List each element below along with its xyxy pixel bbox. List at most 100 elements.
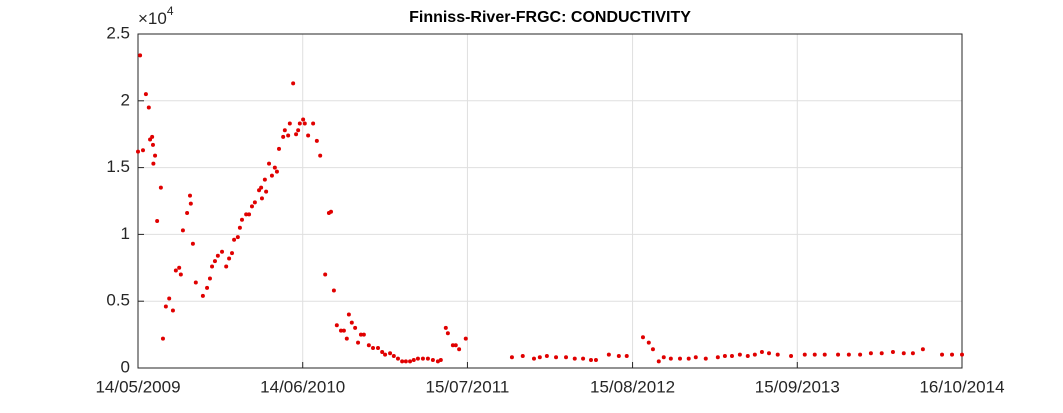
point (353, 325, 358, 330)
point (264, 189, 269, 194)
point (722, 353, 727, 358)
point (531, 356, 536, 361)
point (158, 185, 163, 190)
point (155, 219, 160, 224)
point (686, 356, 691, 361)
point (210, 264, 215, 269)
point (661, 355, 666, 360)
point (445, 331, 450, 336)
point (457, 347, 462, 352)
point (227, 256, 232, 261)
point (138, 53, 143, 58)
point (296, 128, 301, 133)
point (520, 353, 525, 358)
point (380, 349, 385, 354)
point (291, 81, 296, 86)
point (789, 353, 794, 358)
point (846, 352, 851, 357)
point (237, 225, 242, 230)
point (318, 153, 323, 158)
point (668, 356, 673, 361)
point (329, 209, 334, 214)
point (143, 92, 148, 97)
point (212, 259, 217, 264)
x-tick-label: 16/10/2014 (919, 377, 1004, 396)
point (802, 352, 807, 357)
point (302, 121, 307, 126)
point (752, 352, 757, 357)
point (554, 355, 559, 360)
point (745, 353, 750, 358)
point (822, 352, 827, 357)
point (205, 285, 210, 290)
point (287, 121, 292, 126)
point (272, 165, 277, 170)
point (252, 200, 257, 205)
point (193, 280, 198, 285)
point (349, 320, 354, 325)
point (230, 251, 235, 256)
point (311, 121, 316, 126)
point (356, 340, 361, 345)
point (420, 356, 425, 361)
point (344, 336, 349, 341)
point (244, 212, 249, 217)
point (136, 149, 140, 154)
point (656, 359, 661, 364)
point (294, 132, 299, 137)
point (400, 359, 405, 364)
point (588, 357, 593, 362)
point (215, 253, 220, 258)
point (677, 356, 682, 361)
point (200, 293, 205, 298)
y-multiplier-base: ×10 (138, 9, 167, 28)
point (920, 347, 925, 352)
point (650, 347, 655, 352)
point (425, 356, 430, 361)
point (297, 121, 302, 126)
point (286, 133, 291, 138)
point (572, 356, 577, 361)
point (239, 217, 244, 222)
point (247, 212, 252, 217)
point (259, 196, 264, 201)
point (358, 332, 363, 337)
point (331, 288, 336, 293)
point (269, 173, 274, 178)
point (146, 105, 151, 110)
y-tick-label: 1.5 (106, 157, 130, 176)
point (960, 352, 964, 357)
point (334, 323, 339, 328)
point (879, 351, 884, 356)
x-tick-label: 15/09/2013 (755, 377, 840, 396)
point (282, 128, 287, 133)
x-tick-label: 14/06/2010 (260, 377, 345, 396)
point (376, 345, 381, 350)
x-tick-label: 15/07/2011 (426, 377, 510, 396)
plot-frame (137, 33, 963, 369)
point (759, 349, 764, 354)
point (323, 272, 328, 277)
y-tick-label: 0 (121, 357, 130, 376)
point (140, 148, 145, 153)
point (371, 345, 376, 350)
y-tick-label: 2.5 (106, 23, 130, 42)
point (180, 228, 185, 233)
x-tick-label: 15/08/2012 (590, 377, 675, 396)
point (950, 352, 955, 357)
point (170, 308, 175, 313)
point (267, 161, 272, 166)
point (163, 304, 168, 309)
point (207, 276, 212, 281)
point (403, 359, 408, 364)
point (391, 353, 396, 358)
point (150, 142, 155, 147)
point (177, 265, 182, 270)
point (383, 352, 388, 357)
point (453, 343, 458, 348)
point (395, 356, 400, 361)
point (646, 340, 651, 345)
point (314, 138, 319, 143)
point (185, 211, 190, 216)
